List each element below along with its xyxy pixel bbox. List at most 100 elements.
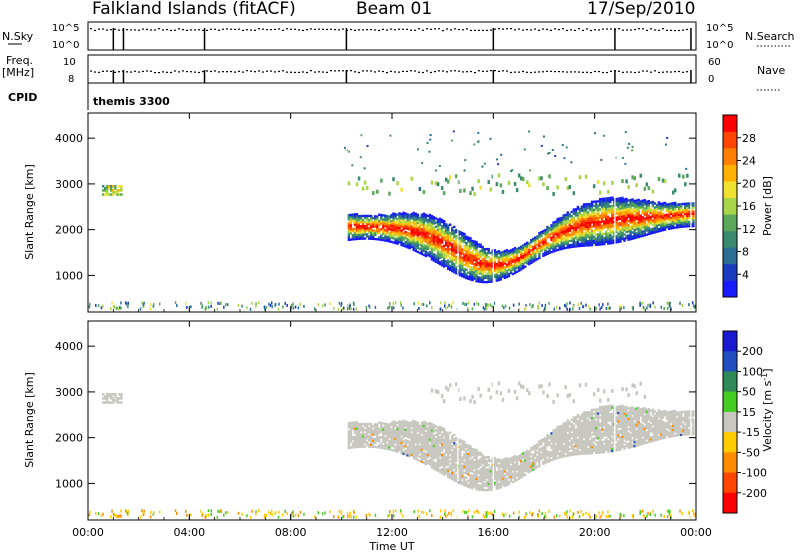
nsky-point xyxy=(674,29,676,32)
power-cell xyxy=(526,245,529,249)
power-colorbar-swatch xyxy=(723,181,737,199)
power-cell xyxy=(515,247,519,251)
velocity-cell xyxy=(438,437,442,441)
velocity-cell xyxy=(394,435,397,438)
power-cell xyxy=(588,209,592,212)
freq-point xyxy=(234,71,236,73)
power-cell xyxy=(554,230,557,234)
power-cell xyxy=(349,303,352,307)
velocity-cell xyxy=(386,439,389,442)
power-cell xyxy=(663,214,667,217)
power-cell xyxy=(461,231,464,235)
power-cell xyxy=(530,259,533,262)
power-cell xyxy=(675,226,679,229)
velocity-cell xyxy=(469,484,472,487)
velocity-cell xyxy=(526,459,529,463)
velocity-cell xyxy=(398,428,401,431)
power-cell xyxy=(353,303,355,307)
power-cell xyxy=(440,227,444,230)
power-cell xyxy=(641,216,644,219)
velocity-cell xyxy=(422,435,426,438)
velocity-cell xyxy=(365,433,369,436)
power-cell xyxy=(342,307,344,311)
power-cell xyxy=(369,216,373,220)
velocity-cell xyxy=(501,458,505,462)
velocity-cell xyxy=(477,469,480,473)
velocity-cell xyxy=(420,429,424,433)
power-cell xyxy=(560,235,563,238)
power-cell xyxy=(444,260,448,263)
velocity-cell xyxy=(538,454,541,457)
power-cell xyxy=(653,216,657,220)
power-cell xyxy=(544,230,547,234)
power-cell xyxy=(432,218,436,221)
power-cell xyxy=(629,207,632,210)
velocity-cell xyxy=(440,445,444,448)
velocity-cell xyxy=(430,457,434,461)
velocity-cell xyxy=(536,451,539,454)
freq-point xyxy=(678,70,680,73)
power-cell xyxy=(459,259,462,263)
power-cell xyxy=(378,213,381,216)
velocity-cell xyxy=(400,443,403,446)
velocity-cell xyxy=(497,381,501,386)
power-cell xyxy=(667,217,671,220)
power-cell xyxy=(418,247,422,250)
velocity-cell xyxy=(507,468,511,471)
power-cell xyxy=(576,240,580,244)
nsky-point xyxy=(506,28,508,30)
nsky-point xyxy=(98,28,100,30)
power-cell xyxy=(420,232,424,235)
power-cell xyxy=(352,301,355,305)
nsky-point xyxy=(522,29,524,31)
freq-point xyxy=(562,71,564,73)
power-cell xyxy=(552,231,555,235)
velocity-cell xyxy=(414,437,417,440)
velocity-cell xyxy=(487,484,490,488)
power-cell xyxy=(461,264,464,268)
velocity-cell xyxy=(513,479,517,483)
power-cell xyxy=(467,301,470,305)
velocity-cell xyxy=(386,433,389,436)
power-cell xyxy=(353,221,357,224)
velocity-cell xyxy=(493,471,497,474)
velocity-cell xyxy=(542,452,545,455)
power-cell xyxy=(463,269,466,273)
velocity-cell xyxy=(446,442,450,446)
velocity-cell xyxy=(542,460,545,463)
power-cell xyxy=(605,203,608,206)
power-cell xyxy=(422,239,426,242)
power-cell xyxy=(637,217,640,220)
power-cell xyxy=(297,306,300,310)
velocity-cell xyxy=(487,468,490,471)
power-cell xyxy=(623,200,626,203)
velocity-cell xyxy=(572,449,576,452)
velocity-cell xyxy=(392,436,395,440)
power-cell xyxy=(369,221,373,224)
power-cell xyxy=(479,185,482,190)
velocity-cell xyxy=(471,474,474,477)
power-cell xyxy=(669,204,673,207)
power-cell xyxy=(544,237,547,240)
power-cell xyxy=(489,276,492,279)
power-cell xyxy=(554,226,557,230)
power-cell xyxy=(467,236,470,239)
velocity-cell xyxy=(440,449,444,452)
power-cell xyxy=(392,224,395,228)
velocity-cell xyxy=(544,445,547,448)
power-cell xyxy=(538,176,541,181)
velocity-cell xyxy=(489,476,492,479)
power-cell xyxy=(493,263,497,266)
power-cell xyxy=(651,229,655,232)
power-cell xyxy=(359,237,363,240)
power-cell xyxy=(105,189,109,192)
velocity-cell xyxy=(483,462,486,465)
power-cell xyxy=(158,302,161,306)
power-cell xyxy=(461,233,464,237)
velocity-cell xyxy=(471,468,474,471)
power-cell xyxy=(659,210,663,214)
power-cell xyxy=(473,192,476,197)
power-cell xyxy=(503,254,507,257)
power-cell xyxy=(582,225,586,229)
power-cell xyxy=(603,181,606,186)
